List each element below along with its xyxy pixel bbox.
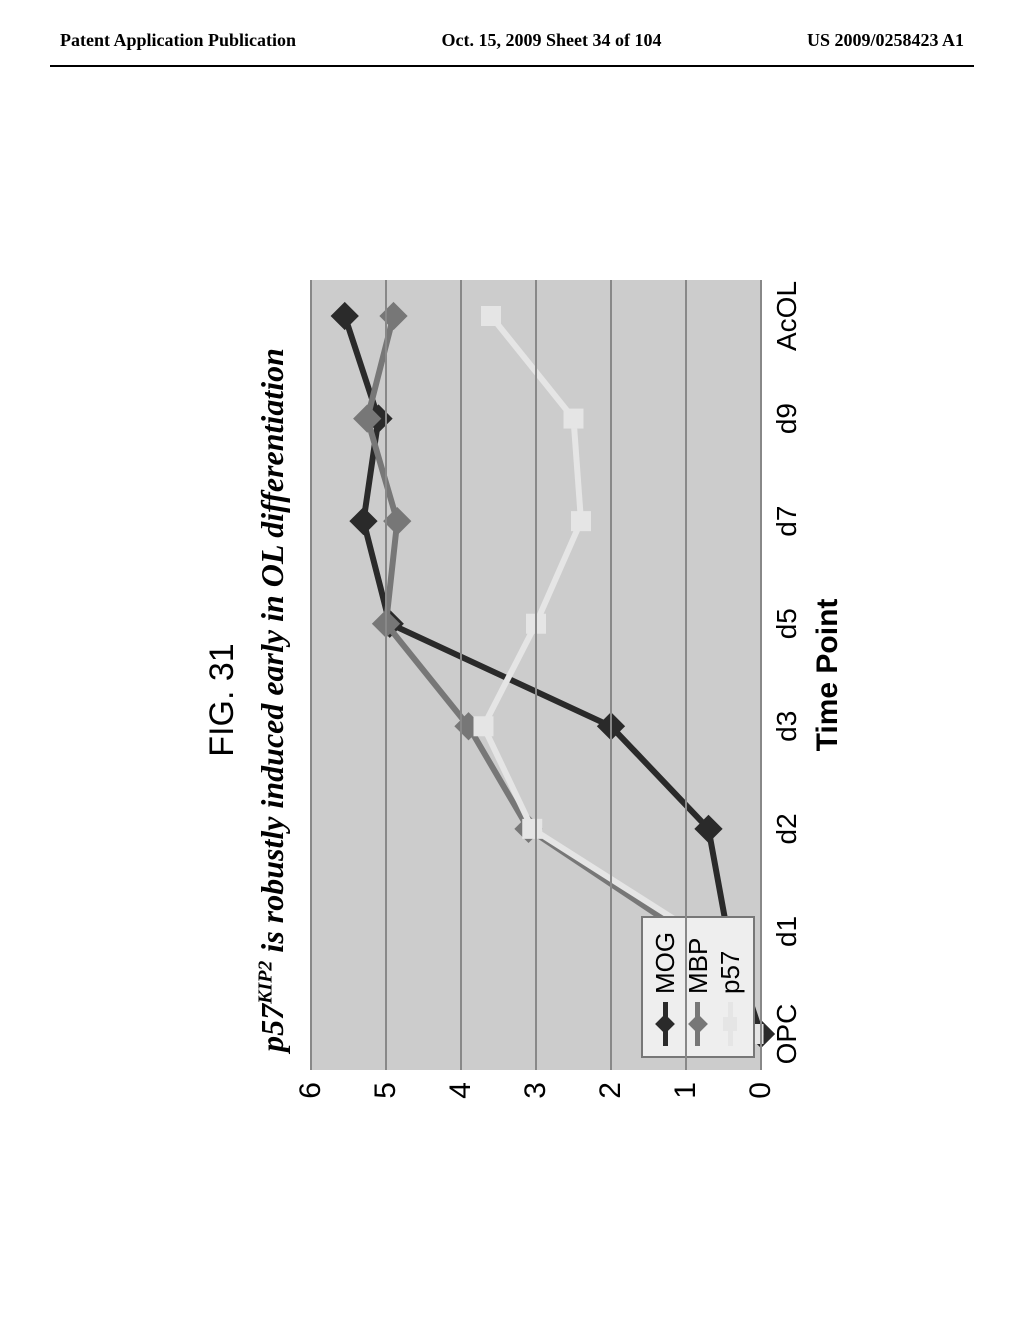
chart-gridline: [610, 280, 612, 1070]
series-marker-MOG: [331, 302, 359, 330]
x-tick-label: AcOL: [771, 281, 803, 351]
x-tick-label: d3: [771, 711, 803, 742]
y-tick-label: 4: [444, 1082, 478, 1140]
series-marker-p57: [571, 511, 591, 531]
series-marker-MBP: [383, 507, 411, 535]
x-tick-label: d2: [771, 813, 803, 844]
x-axis-title: Time Point: [811, 280, 845, 1070]
x-tick-label: OPC: [771, 1004, 803, 1065]
y-tick-label: 2: [594, 1082, 628, 1140]
x-tick-label: d1: [771, 916, 803, 947]
series-marker-MOG: [349, 507, 377, 535]
figure-title-prefix: p57: [254, 1004, 290, 1052]
figure-title-superscript: KIP2: [254, 961, 276, 1004]
header-rule: [50, 65, 974, 67]
chart-gridline: [535, 280, 537, 1070]
legend-swatch: [658, 1002, 672, 1046]
x-tick-label: d5: [771, 608, 803, 639]
page-header: Patent Application Publication Oct. 15, …: [0, 0, 1024, 61]
legend-swatch: [691, 1002, 705, 1046]
legend-label: p57: [714, 951, 747, 994]
legend-row: p57: [714, 932, 747, 1046]
chart-gridline: [310, 280, 312, 1070]
chart-gridline: [460, 280, 462, 1070]
chart-legend: MOGMBPp57: [641, 916, 755, 1058]
y-tick-label: 5: [369, 1082, 403, 1140]
series-marker-p57: [564, 409, 584, 429]
figure: FIG. 31 p57KIP2 is robustly induced earl…: [203, 220, 821, 1180]
chart-gridline: [685, 280, 687, 1070]
figure-title: p57KIP2 is robustly induced early in OL …: [254, 348, 291, 1052]
series-marker-p57: [474, 716, 494, 736]
legend-row: MOG: [649, 932, 682, 1046]
series-marker-p57: [522, 819, 542, 839]
chart-gridline: [760, 280, 762, 1070]
figure-label: FIG. 31: [203, 643, 242, 756]
chart-gridline: [385, 280, 387, 1070]
y-tick-label: 1: [669, 1082, 703, 1140]
legend-swatch: [723, 1002, 737, 1046]
y-tick-label: 0: [744, 1082, 778, 1140]
header-center: Oct. 15, 2009 Sheet 34 of 104: [442, 30, 662, 51]
series-marker-MBP: [379, 302, 407, 330]
figure-rotated-wrap: FIG. 31 p57KIP2 is robustly induced earl…: [203, 220, 821, 1180]
plot-area: MOGMBPp57: [311, 280, 761, 1070]
figure-title-rest: is robustly induced early in OL differen…: [254, 348, 290, 960]
chart: MOGMBPp57 Time Point 0123456OPCd1d2d3d5d…: [301, 260, 821, 1140]
x-tick-label: d7: [771, 506, 803, 537]
x-tick-label: d9: [771, 403, 803, 434]
legend-label: MOG: [649, 932, 682, 994]
header-right: US 2009/0258423 A1: [807, 30, 964, 51]
y-tick-label: 6: [294, 1082, 328, 1140]
header-left: Patent Application Publication: [60, 30, 296, 51]
y-tick-label: 3: [519, 1082, 553, 1140]
series-marker-p57: [481, 306, 501, 326]
